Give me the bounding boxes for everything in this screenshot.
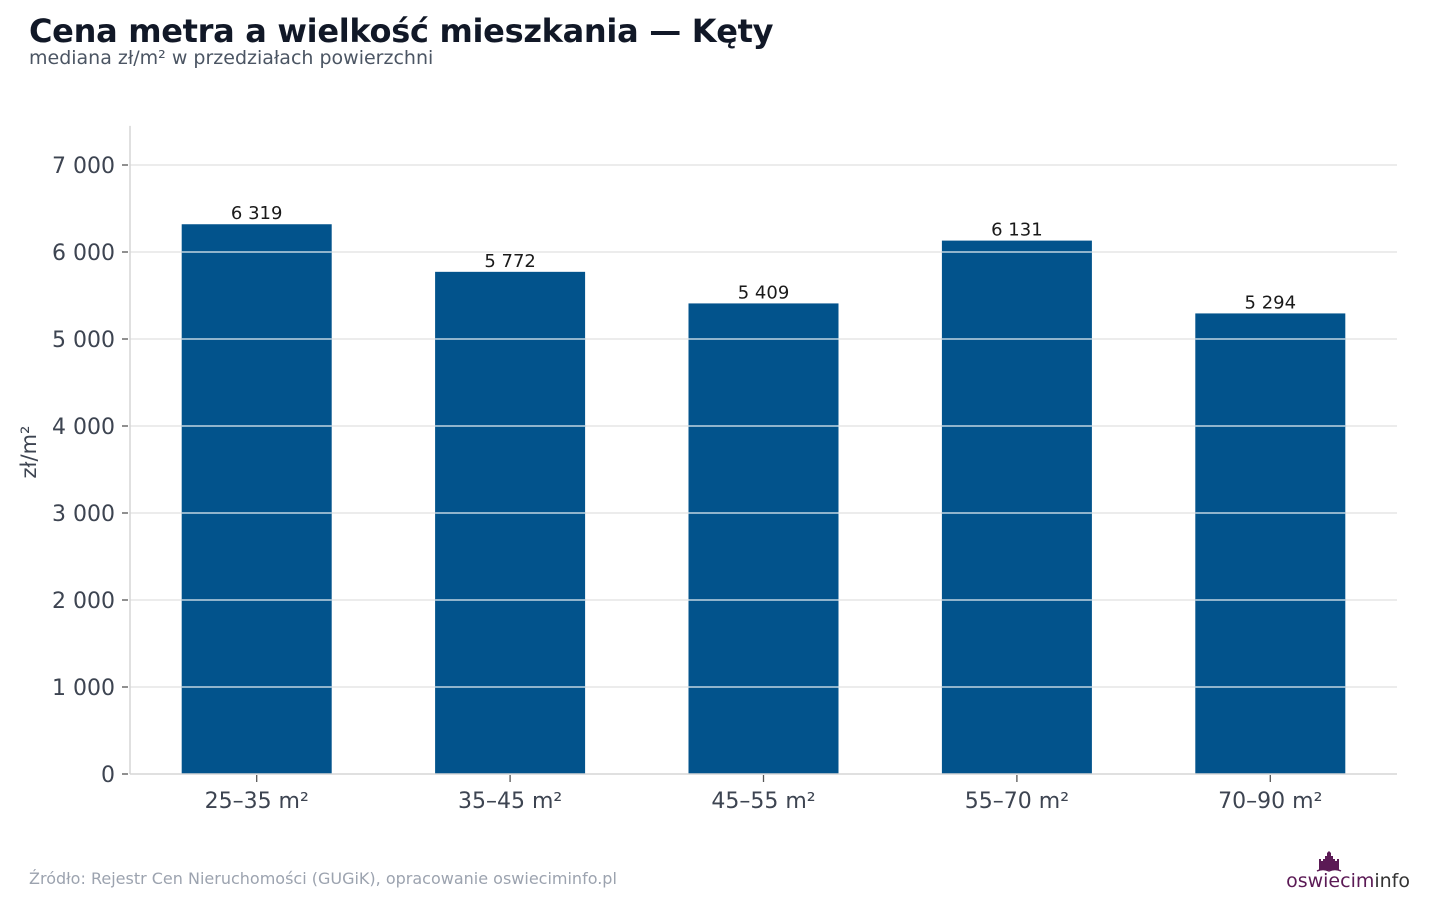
x-tick-label: 25–35 m² [205,789,309,814]
bar-chart: 0 1 000 2 000 3 000 4 000 5 000 6 000 7 000 25–3… [17,125,1397,814]
y-tick-label: 1 000 [52,676,115,701]
y-tick-label: 7 000 [52,154,115,179]
y-tick-label: 6 000 [52,241,115,266]
data-label: 5 409 [738,282,790,303]
bar [1195,313,1346,774]
x-tick-label: 55–70 m² [965,789,1069,814]
bar [941,240,1092,774]
source-note: Źródło: Rejestr Cen Nieruchomości (GUGiK… [29,869,617,888]
y-tick-label: 2 000 [52,589,115,614]
x-tick-label: 35–45 m² [458,789,562,814]
data-label: 6 319 [231,203,283,224]
bar [688,303,839,774]
logo-text-a: oswiecim [1286,870,1375,892]
x-tick-label: 45–55 m² [711,789,815,814]
bar [181,224,332,774]
x-tick-label: 70–90 m² [1218,789,1322,814]
y-tick-label: 3 000 [52,502,115,527]
data-label: 6 131 [991,220,1043,241]
data-label: 5 294 [1245,292,1297,313]
y-tick-label: 5 000 [52,328,115,353]
data-label: 5 772 [484,251,536,272]
y-tick-label: 4 000 [52,415,115,440]
logo-text-b: info [1374,870,1410,892]
castle-icon [1316,851,1342,872]
y-axis-label: zł/m² [17,426,41,479]
chart-subtitle: mediana zł/m² w przedziałach powierzchni [29,47,434,69]
chart-title: Cena metra a wielkość mieszkania — Kęty [29,12,774,50]
y-tick-label: 0 [101,763,115,788]
bar [435,271,586,774]
logo-text: oswieciminfo [1286,870,1410,892]
logo: oswieciminfo [1270,850,1410,892]
